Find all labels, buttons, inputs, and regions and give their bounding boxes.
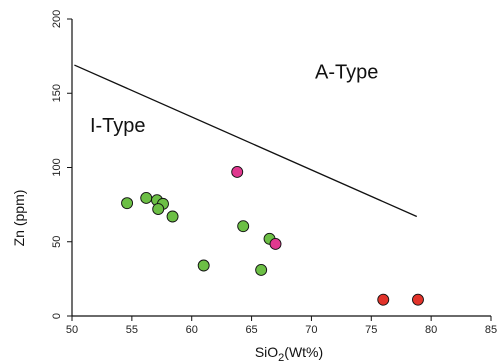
x-tick-label: 80 — [425, 324, 437, 336]
data-point — [197, 259, 210, 272]
data-point — [255, 264, 268, 276]
x-tick-label: 50 — [66, 324, 78, 336]
x-tick-label: 60 — [186, 324, 198, 336]
data-point — [237, 220, 250, 233]
data-points — [121, 166, 424, 306]
region-label-a-type: A-Type — [315, 61, 378, 83]
y-tick-label: 150 — [51, 84, 63, 102]
x-tick-label: 75 — [365, 324, 377, 336]
data-point — [121, 197, 134, 210]
y-tick-label: 200 — [51, 10, 63, 28]
x-axis-title-subscript: 2 — [278, 352, 284, 363]
data-point — [152, 203, 165, 216]
x-tick-label: 55 — [126, 324, 138, 336]
x-axis-title: SiO2(Wt%) — [255, 344, 323, 363]
data-point — [269, 238, 282, 250]
x-axis-title-rest: (Wt%) — [284, 344, 323, 360]
y-tick-label: 50 — [51, 236, 63, 248]
region-labels: A-Type I-Type — [90, 61, 378, 136]
data-point — [412, 293, 424, 306]
data-point — [140, 191, 153, 204]
x-axis-title-main: SiO — [255, 344, 278, 360]
data-point — [377, 293, 390, 306]
x-tick-label: 85 — [485, 324, 497, 336]
x-tick-label: 65 — [245, 324, 257, 336]
y-axis-title: Zn (ppm) — [11, 190, 27, 247]
data-point — [231, 166, 244, 178]
discriminant-line — [74, 64, 418, 218]
data-point — [166, 210, 179, 223]
discriminant-line-layer — [74, 64, 418, 218]
y-tick-label: 0 — [51, 313, 63, 319]
y-tick-label: 100 — [51, 158, 63, 176]
region-label-i-type: I-Type — [90, 115, 146, 137]
x-tick-label: 70 — [305, 324, 317, 336]
